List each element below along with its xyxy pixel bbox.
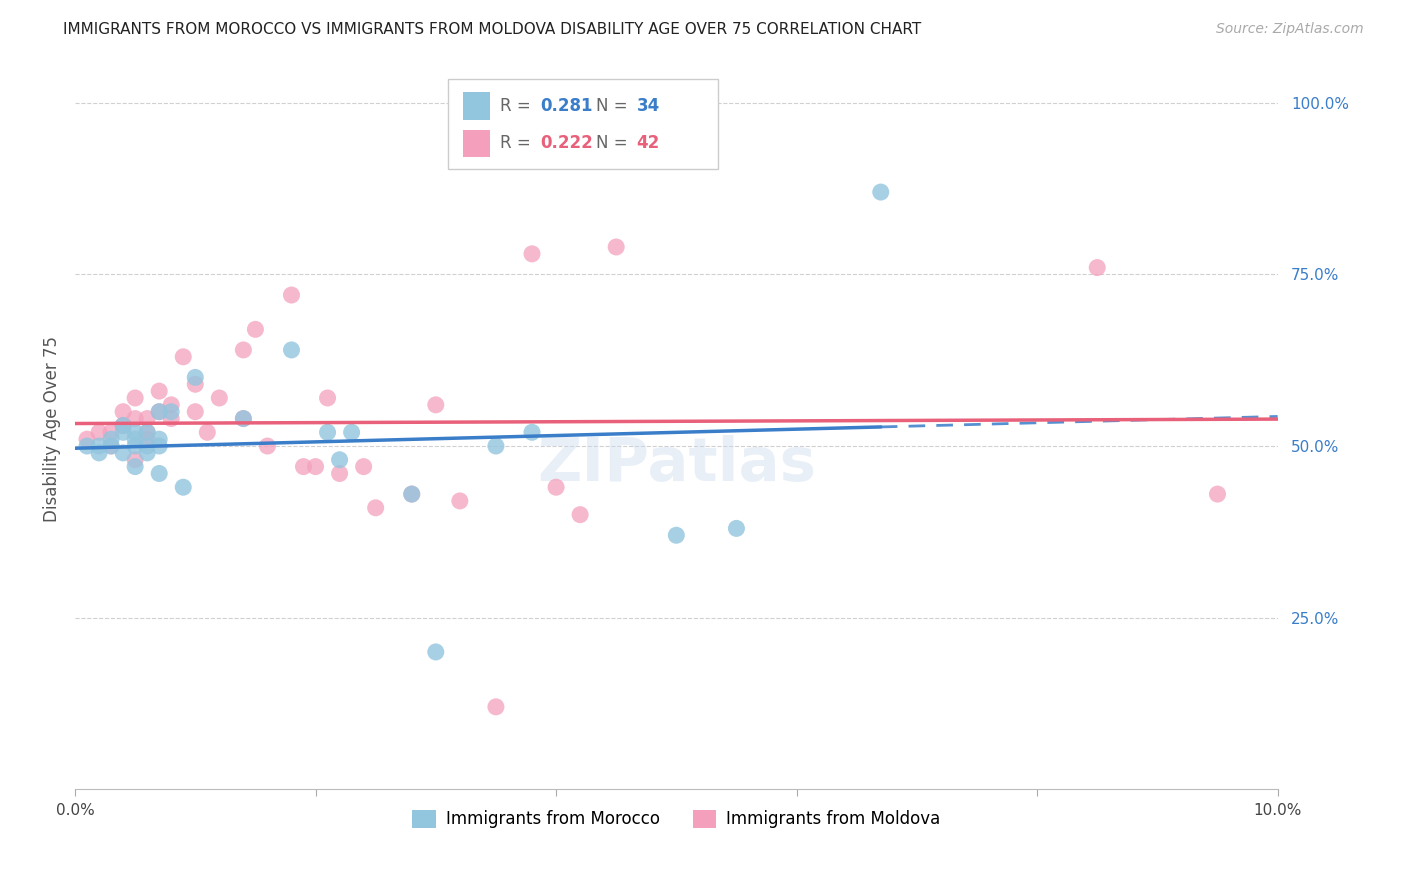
Point: [124, 391, 146, 405]
Text: N =: N =: [596, 135, 633, 153]
Point: [245, 322, 267, 336]
Point: [124, 452, 146, 467]
Y-axis label: Disability Age Over 75: Disability Age Over 75: [44, 336, 60, 522]
Point: [124, 439, 146, 453]
Point: [316, 425, 339, 440]
FancyBboxPatch shape: [464, 92, 489, 120]
Point: [136, 439, 159, 453]
Point: [148, 405, 170, 419]
Point: [304, 459, 326, 474]
Point: [520, 247, 543, 261]
Text: N =: N =: [596, 97, 633, 115]
Point: [172, 350, 194, 364]
Point: [401, 487, 423, 501]
Point: [112, 425, 135, 440]
Point: [136, 425, 159, 440]
Point: [76, 432, 98, 446]
Point: [425, 645, 447, 659]
Point: [280, 343, 302, 357]
Point: [544, 480, 567, 494]
Point: [112, 418, 135, 433]
Text: 0.281: 0.281: [540, 97, 593, 115]
Text: R =: R =: [499, 97, 536, 115]
Point: [353, 459, 375, 474]
Point: [1206, 487, 1229, 501]
Point: [87, 446, 110, 460]
Point: [148, 439, 170, 453]
Point: [208, 391, 231, 405]
Point: [136, 425, 159, 440]
Point: [184, 377, 207, 392]
Point: [100, 425, 122, 440]
Legend: Immigrants from Morocco, Immigrants from Moldova: Immigrants from Morocco, Immigrants from…: [405, 803, 948, 835]
Point: [485, 699, 508, 714]
Point: [485, 439, 508, 453]
Point: [195, 425, 218, 440]
Point: [401, 487, 423, 501]
Point: [364, 500, 387, 515]
Point: [124, 425, 146, 440]
Point: [172, 480, 194, 494]
Point: [329, 452, 352, 467]
Point: [665, 528, 688, 542]
Text: 42: 42: [637, 135, 659, 153]
FancyBboxPatch shape: [464, 129, 489, 157]
Point: [292, 459, 315, 474]
Point: [160, 398, 183, 412]
Point: [160, 411, 183, 425]
Text: Source: ZipAtlas.com: Source: ZipAtlas.com: [1216, 22, 1364, 37]
Text: 34: 34: [637, 97, 659, 115]
Point: [136, 446, 159, 460]
Text: 0.222: 0.222: [540, 135, 593, 153]
Point: [148, 467, 170, 481]
Point: [184, 370, 207, 384]
Point: [148, 405, 170, 419]
Text: IMMIGRANTS FROM MOROCCO VS IMMIGRANTS FROM MOLDOVA DISABILITY AGE OVER 75 CORREL: IMMIGRANTS FROM MOROCCO VS IMMIGRANTS FR…: [63, 22, 921, 37]
Point: [136, 411, 159, 425]
Point: [449, 494, 471, 508]
Point: [232, 343, 254, 357]
Point: [184, 405, 207, 419]
Point: [87, 425, 110, 440]
Point: [605, 240, 627, 254]
Point: [160, 405, 183, 419]
Point: [100, 439, 122, 453]
Point: [112, 418, 135, 433]
Point: [725, 521, 748, 535]
Point: [112, 405, 135, 419]
Point: [148, 432, 170, 446]
Text: R =: R =: [499, 135, 536, 153]
Point: [124, 411, 146, 425]
Point: [136, 432, 159, 446]
Point: [232, 411, 254, 425]
Point: [112, 446, 135, 460]
Point: [520, 425, 543, 440]
Point: [76, 439, 98, 453]
Point: [280, 288, 302, 302]
Point: [340, 425, 363, 440]
Text: ZIPatlas: ZIPatlas: [537, 435, 815, 494]
Point: [124, 459, 146, 474]
Point: [232, 411, 254, 425]
Point: [100, 439, 122, 453]
Point: [100, 432, 122, 446]
Point: [148, 384, 170, 398]
Point: [869, 185, 891, 199]
Point: [1085, 260, 1108, 275]
Point: [316, 391, 339, 405]
Point: [425, 398, 447, 412]
Point: [329, 467, 352, 481]
Point: [569, 508, 592, 522]
FancyBboxPatch shape: [449, 79, 718, 169]
Point: [124, 432, 146, 446]
Point: [87, 439, 110, 453]
Point: [256, 439, 278, 453]
